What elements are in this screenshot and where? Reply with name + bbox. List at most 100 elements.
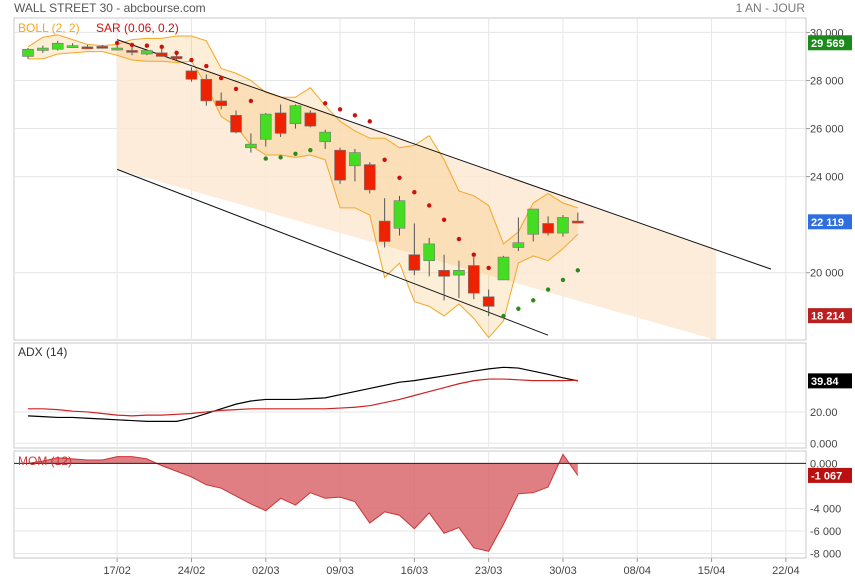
candle-up [289,105,302,125]
x-tick-label: 02/03 [252,565,280,577]
period-selector[interactable]: 1 AN - JOUR [735,1,805,15]
candle-down [542,223,554,234]
candle-down [81,46,94,50]
candle-up [141,50,153,55]
candle-down [200,78,213,102]
sar-dot [263,156,268,161]
x-tick-label: 15/04 [698,565,726,577]
sar-dot [144,43,150,48]
price-panel: BOLL (2, 2) SAR (0.06, 0.2) [14,21,806,340]
candle-up [37,47,49,51]
sar-dot [397,175,402,180]
sar-dot [412,190,417,195]
bollinger-band-fill [28,34,578,338]
x-tick-label: 24/02 [178,565,206,577]
x-tick-label: 16/03 [401,565,429,577]
candle-up [319,131,332,143]
candle-down [438,270,450,277]
mom-tick-label: -4 000 [810,503,841,515]
sar-dot [471,252,476,257]
adx-tick-label: 0.000 [810,438,838,450]
candle-down [185,70,198,80]
mom-tick-label: 0.000 [810,458,838,470]
sar-dot [352,113,358,118]
candle-down [408,254,421,271]
mom-tick-label: -6 000 [810,526,841,538]
x-tick-label: 08/04 [623,565,651,577]
candle-down [170,56,183,60]
legend-sar: SAR (0.06, 0.2) [96,21,179,35]
sar-dot [337,107,343,112]
sar-dot [129,42,135,48]
candle-down [126,50,138,53]
sar-dot [382,157,387,162]
candle-up [349,152,361,167]
sar-dot [114,40,120,46]
x-tick-label: 17/02 [103,565,131,577]
sar-dot [486,265,491,271]
sar-dot [233,86,239,92]
candle-up [512,242,525,248]
sar-dot [174,50,179,56]
y-tick-label: 26 000 [810,124,844,136]
sar-dot [204,63,209,69]
price-badge-label: 29 569 [811,38,845,50]
sar-dot [293,151,298,156]
candle-up [111,47,123,51]
adx-title: ADX (14) [18,345,67,359]
adx-signal-line [28,378,578,417]
candle-up [527,208,540,235]
candle-up [557,217,569,234]
candle-up [259,113,272,140]
adx-badge [808,373,852,389]
momentum-area [28,454,578,552]
mom-badge-label: -1 067 [811,470,842,482]
price-badge [808,308,852,324]
panel-frame [13,342,807,449]
candles [22,40,584,316]
sar-dot [516,306,521,311]
sar-dot [308,147,313,153]
y-tick-label: 28 000 [810,75,844,87]
x-tick-label: 23/03 [475,565,503,577]
candle-up [22,48,34,57]
candle-up [393,200,406,229]
sar-dot [560,277,566,283]
adx-badge-label: 39.84 [811,376,839,388]
sar-dot [575,268,581,273]
sar-dot [531,298,536,303]
chart-title: WALL STREET 30 - abcbourse.com [14,1,206,15]
legend-boll: BOLL (2, 2) [18,21,80,35]
momentum-line [27,453,579,552]
adx-line [27,366,578,422]
candle-down [304,112,317,127]
candle-down [572,220,584,224]
candle-down [334,149,346,181]
price-badge-label: 18 214 [811,311,846,323]
candle-down [482,296,495,307]
candle-up [453,270,465,276]
sar-dot [367,119,372,124]
candle-down [155,52,168,57]
sar-dot [218,75,224,81]
candle-down [274,112,287,134]
bollinger-upper [27,34,578,245]
y-tick-label: 20 000 [810,268,844,280]
mom-badge [808,467,852,483]
price-badge-label: 22 119 [811,217,844,229]
price-badge [808,214,852,230]
channel-line-upper [116,39,772,270]
candle-down [215,100,227,107]
candle-down [363,164,376,191]
adx-tick-label: 20.00 [810,407,838,419]
candle-up [66,45,79,48]
sar-dot [501,313,506,319]
price-badge [808,35,852,51]
mom-title: MOM (12) [18,454,72,468]
x-tick-label: 09/03 [326,565,354,577]
x-tick-label: 30/03 [549,565,577,577]
candle-up [423,243,436,262]
sar-dot [189,57,194,63]
sar-dot [456,236,462,242]
